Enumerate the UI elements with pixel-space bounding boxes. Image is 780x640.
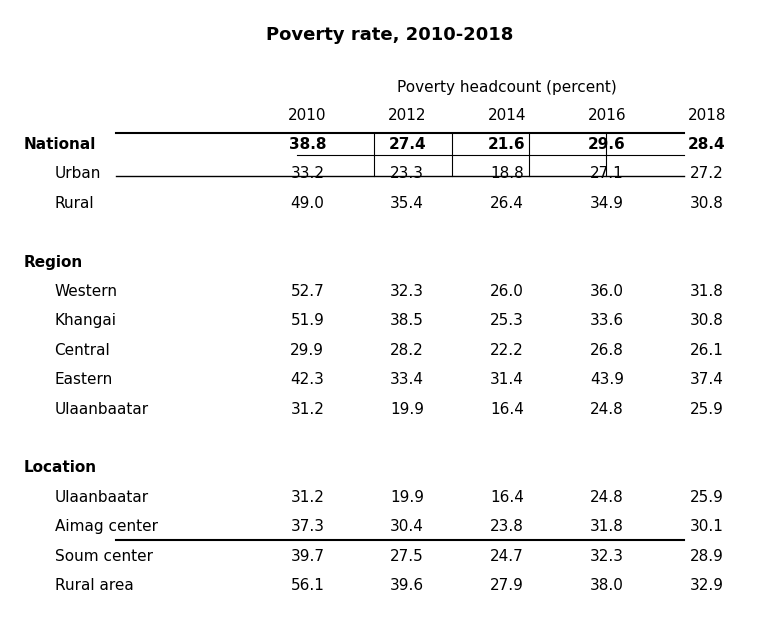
Text: 24.8: 24.8	[590, 401, 624, 417]
Text: Poverty rate, 2010-2018: Poverty rate, 2010-2018	[266, 26, 514, 44]
Text: 31.2: 31.2	[290, 401, 324, 417]
Text: 33.4: 33.4	[390, 372, 424, 387]
Text: 49.0: 49.0	[290, 196, 324, 211]
Text: Urban: Urban	[55, 166, 101, 181]
Text: 18.8: 18.8	[490, 166, 524, 181]
Text: 27.1: 27.1	[590, 166, 624, 181]
Text: Location: Location	[23, 460, 97, 476]
Text: 36.0: 36.0	[590, 284, 624, 299]
Text: 30.8: 30.8	[690, 314, 724, 328]
Text: 32.3: 32.3	[390, 284, 424, 299]
Text: 26.1: 26.1	[690, 343, 724, 358]
Text: 31.2: 31.2	[290, 490, 324, 505]
Text: 33.6: 33.6	[590, 314, 624, 328]
Text: 19.9: 19.9	[390, 401, 424, 417]
Text: 31.4: 31.4	[490, 372, 524, 387]
Text: 2018: 2018	[687, 108, 726, 122]
Text: 38.8: 38.8	[289, 137, 326, 152]
Text: 23.8: 23.8	[490, 519, 524, 534]
Text: 35.4: 35.4	[390, 196, 424, 211]
Text: 28.4: 28.4	[688, 137, 725, 152]
Text: 24.7: 24.7	[490, 548, 524, 564]
Text: 32.9: 32.9	[690, 578, 724, 593]
Text: 32.3: 32.3	[590, 548, 624, 564]
Text: 30.8: 30.8	[690, 196, 724, 211]
Text: 26.0: 26.0	[490, 284, 524, 299]
Text: Soum center: Soum center	[55, 548, 153, 564]
Text: Poverty headcount (percent): Poverty headcount (percent)	[397, 79, 617, 95]
Text: 39.6: 39.6	[390, 578, 424, 593]
Text: 16.4: 16.4	[490, 401, 524, 417]
Text: 2016: 2016	[587, 108, 626, 122]
Text: Ulaanbaatar: Ulaanbaatar	[55, 490, 149, 505]
Text: 25.9: 25.9	[690, 490, 724, 505]
Text: 38.5: 38.5	[390, 314, 424, 328]
Text: 27.5: 27.5	[390, 548, 424, 564]
Text: 26.8: 26.8	[590, 343, 624, 358]
Text: Aimag center: Aimag center	[55, 519, 158, 534]
Text: 31.8: 31.8	[690, 284, 724, 299]
Text: 30.1: 30.1	[690, 519, 724, 534]
Text: 56.1: 56.1	[290, 578, 324, 593]
Text: 25.3: 25.3	[490, 314, 524, 328]
Text: 16.4: 16.4	[490, 490, 524, 505]
Text: 42.3: 42.3	[290, 372, 324, 387]
Text: 24.8: 24.8	[590, 490, 624, 505]
Text: 52.7: 52.7	[290, 284, 324, 299]
Text: 39.7: 39.7	[290, 548, 324, 564]
Text: Ulaanbaatar: Ulaanbaatar	[55, 401, 149, 417]
Text: 19.9: 19.9	[390, 490, 424, 505]
Text: National: National	[23, 137, 96, 152]
Text: 23.3: 23.3	[390, 166, 424, 181]
Text: 30.4: 30.4	[390, 519, 424, 534]
Text: 22.2: 22.2	[490, 343, 524, 358]
Text: 2014: 2014	[488, 108, 526, 122]
Text: 38.0: 38.0	[590, 578, 624, 593]
Text: 33.2: 33.2	[290, 166, 324, 181]
Text: 37.3: 37.3	[290, 519, 324, 534]
Text: Rural: Rural	[55, 196, 94, 211]
Text: 29.6: 29.6	[588, 137, 626, 152]
Text: 31.8: 31.8	[590, 519, 624, 534]
Text: Khangai: Khangai	[55, 314, 116, 328]
Text: Eastern: Eastern	[55, 372, 113, 387]
Text: 27.4: 27.4	[388, 137, 426, 152]
Text: 37.4: 37.4	[690, 372, 724, 387]
Text: Region: Region	[23, 255, 83, 269]
Text: 25.9: 25.9	[690, 401, 724, 417]
Text: 28.2: 28.2	[390, 343, 424, 358]
Text: 21.6: 21.6	[488, 137, 526, 152]
Text: 2012: 2012	[388, 108, 427, 122]
Text: 43.9: 43.9	[590, 372, 624, 387]
Text: Rural area: Rural area	[55, 578, 133, 593]
Text: 26.4: 26.4	[490, 196, 524, 211]
Text: Central: Central	[55, 343, 110, 358]
Text: 51.9: 51.9	[290, 314, 324, 328]
Text: 27.2: 27.2	[690, 166, 724, 181]
Text: 27.9: 27.9	[490, 578, 524, 593]
Text: Western: Western	[55, 284, 118, 299]
Text: 28.9: 28.9	[690, 548, 724, 564]
Text: 34.9: 34.9	[590, 196, 624, 211]
Text: 29.9: 29.9	[290, 343, 324, 358]
Text: 2010: 2010	[288, 108, 327, 122]
